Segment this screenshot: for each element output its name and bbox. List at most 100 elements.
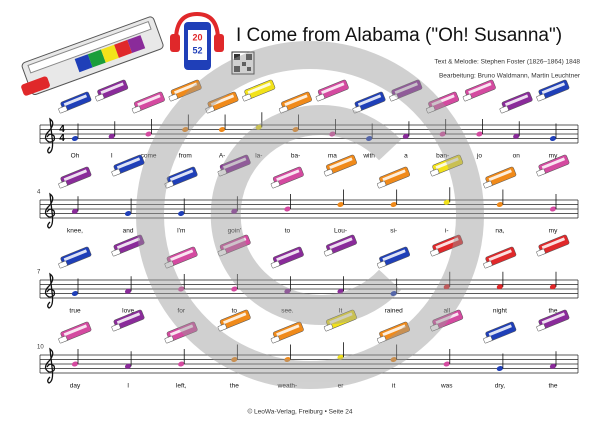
- harmonica-icon: [499, 91, 533, 114]
- note-head: [443, 199, 450, 205]
- harmonica-icon: [164, 321, 198, 344]
- harmonica-holes: [169, 169, 194, 182]
- lyric: the: [230, 383, 239, 390]
- note-head: [182, 126, 189, 133]
- harmonica-icon: [278, 91, 312, 114]
- harmonica-cap: [462, 93, 473, 102]
- note-head: [178, 361, 185, 367]
- harmonica-cap: [111, 248, 121, 257]
- harmonica-holes: [63, 249, 88, 262]
- harmonica-icon: [352, 91, 386, 114]
- harmonica-holes: [276, 249, 300, 262]
- lyric: I'm: [177, 228, 185, 235]
- harmonica-cap: [323, 248, 334, 257]
- lyric: dry,: [495, 383, 506, 390]
- copyright-watermark: [136, 41, 484, 389]
- harmonica-cap: [499, 105, 509, 114]
- lyric: and: [123, 228, 134, 235]
- harmonica-icon: [377, 246, 411, 269]
- note-head: [549, 206, 557, 212]
- harmonica-holes: [435, 312, 459, 325]
- harmonica-holes: [329, 312, 353, 325]
- harmonica-cap: [217, 248, 227, 257]
- note-head: [71, 290, 79, 297]
- harmonica-cap: [58, 180, 68, 189]
- harmonica-holes: [116, 157, 141, 170]
- lyric: come: [141, 153, 157, 160]
- note-head: [549, 363, 557, 369]
- harmonica-icon: [462, 79, 496, 102]
- app-badge: 20: [192, 32, 202, 42]
- note-head: [337, 201, 344, 208]
- app-icon: 20 52: [170, 11, 224, 70]
- note-head: [513, 133, 520, 139]
- harmonica-holes: [137, 94, 161, 107]
- note-head: [124, 363, 132, 369]
- staff: [39, 279, 579, 299]
- lyric: A-: [219, 153, 226, 160]
- qr-code: [231, 51, 255, 75]
- treble-clef: [44, 192, 56, 229]
- harmonica-cap: [536, 248, 546, 257]
- harmonica-cap: [536, 168, 546, 177]
- harmonica-holes: [223, 312, 247, 325]
- lyric: all: [444, 308, 451, 315]
- harmonica-icon: [536, 309, 570, 332]
- lyric: na,: [495, 228, 504, 235]
- lyric: night: [493, 308, 507, 315]
- harmonica-icon: [217, 309, 251, 332]
- lyric: true: [69, 308, 81, 315]
- lyric: from: [179, 153, 192, 160]
- harmonica-cap: [270, 335, 280, 344]
- lyric: love: [122, 308, 134, 315]
- harmonica-icon: [111, 309, 145, 332]
- harmonica-holes: [276, 169, 300, 182]
- harmonica-holes: [169, 249, 194, 262]
- harmonica-holes: [382, 249, 406, 262]
- note-head: [337, 354, 344, 360]
- note-head: [71, 135, 79, 142]
- lyric: Oh: [71, 153, 80, 160]
- note-head: [476, 131, 483, 137]
- harmonica-icon: [58, 246, 92, 269]
- lyric: ban-: [436, 153, 449, 160]
- lyric: it: [392, 383, 395, 390]
- harmonica-holes: [382, 169, 406, 182]
- harmonica-cap: [111, 323, 121, 332]
- lyric: jo: [476, 153, 482, 160]
- treble-clef: [44, 117, 56, 154]
- lyric: on: [513, 153, 521, 160]
- lyric: ba-: [291, 153, 300, 160]
- harmonica-holes: [382, 324, 406, 337]
- note-head: [231, 356, 238, 363]
- harmonica-holes: [541, 237, 566, 250]
- lyric: si-: [390, 228, 397, 235]
- lyric: ma: [328, 153, 337, 160]
- measure-number: 7: [37, 270, 41, 276]
- harmonica-icon: [95, 79, 129, 102]
- harmonica-holes: [488, 249, 512, 262]
- harmonica-cap: [278, 105, 289, 114]
- lyric: a: [404, 153, 408, 160]
- note-head: [443, 361, 450, 367]
- credit: Text & Melodie: Stephen Foster (1826–186…: [434, 59, 580, 66]
- note-head: [108, 133, 115, 139]
- harmonica-icon: [389, 79, 423, 102]
- harmonica-holes: [247, 82, 271, 95]
- note-head: [390, 356, 397, 363]
- harmonica-icon: [131, 91, 165, 114]
- harmonica-icon: [164, 246, 198, 269]
- harmonica-holes: [284, 94, 308, 107]
- harmonica-cap: [389, 93, 399, 102]
- harmonica-icon: [536, 79, 570, 102]
- note-head: [178, 210, 185, 217]
- lyric: la-: [255, 153, 262, 160]
- lyric: to: [285, 228, 291, 235]
- note-head: [231, 208, 238, 214]
- harmonica-holes: [116, 237, 141, 250]
- note-head: [390, 201, 397, 208]
- harmonica-icon: [426, 91, 460, 114]
- footer: © LeoWa-Verlag, Freiburg • Seite 24: [247, 408, 352, 416]
- harmonica-icon: [323, 234, 357, 257]
- note-head: [231, 286, 238, 292]
